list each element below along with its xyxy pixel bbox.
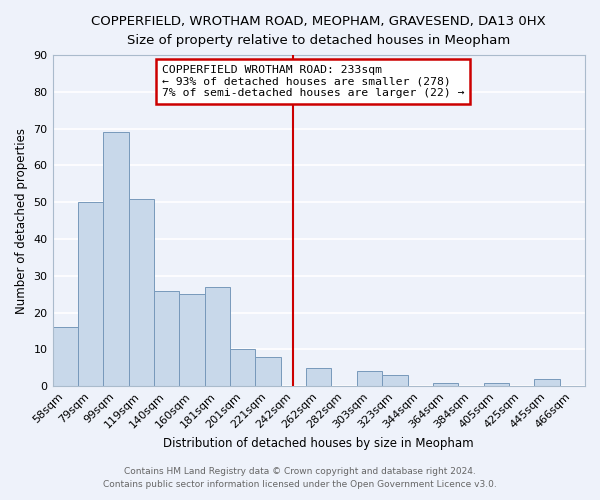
Bar: [78, 202, 103, 386]
Bar: [103, 132, 128, 386]
Bar: [382, 375, 407, 386]
Text: Contains HM Land Registry data © Crown copyright and database right 2024.
Contai: Contains HM Land Registry data © Crown c…: [103, 468, 497, 489]
Text: COPPERFIELD WROTHAM ROAD: 233sqm
← 93% of detached houses are smaller (278)
7% o: COPPERFIELD WROTHAM ROAD: 233sqm ← 93% o…: [161, 65, 464, 98]
Bar: [433, 382, 458, 386]
Bar: [256, 357, 281, 386]
Bar: [357, 372, 382, 386]
Bar: [534, 379, 560, 386]
Bar: [484, 382, 509, 386]
X-axis label: Distribution of detached houses by size in Meopham: Distribution of detached houses by size …: [163, 437, 474, 450]
Bar: [306, 368, 331, 386]
Title: COPPERFIELD, WROTHAM ROAD, MEOPHAM, GRAVESEND, DA13 0HX
Size of property relativ: COPPERFIELD, WROTHAM ROAD, MEOPHAM, GRAV…: [91, 15, 546, 47]
Y-axis label: Number of detached properties: Number of detached properties: [15, 128, 28, 314]
Bar: [154, 290, 179, 386]
Bar: [128, 198, 154, 386]
Bar: [230, 350, 256, 386]
Bar: [179, 294, 205, 386]
Bar: [53, 328, 78, 386]
Bar: [205, 287, 230, 386]
